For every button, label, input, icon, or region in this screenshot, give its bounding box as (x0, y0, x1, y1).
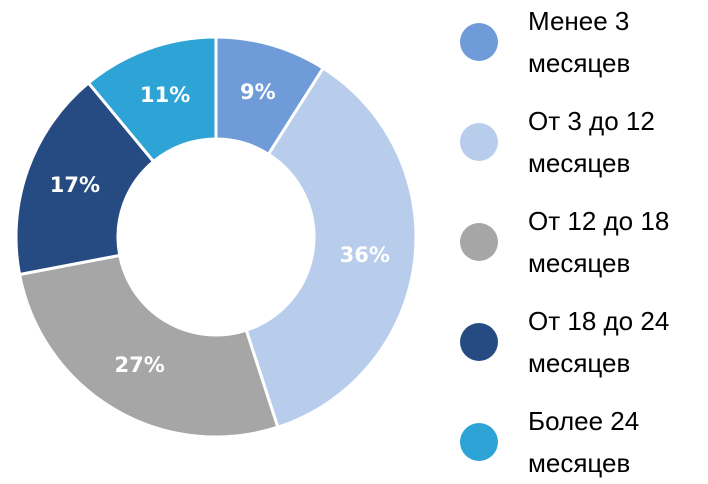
data-label: 36% (340, 243, 390, 267)
legend-item: Менее 3 месяцев (460, 0, 708, 84)
legend-item: От 3 до 12 месяцев (460, 100, 708, 184)
legend-item: Более 24 месяцев (460, 400, 708, 484)
chart: 9% 36% 27% 17% 11% (14, 35, 418, 439)
donut-slice (17, 253, 280, 439)
data-label: 27% (115, 353, 165, 377)
page: 9% 36% 27% 17% 11% Менее 3 месяцев От 3 до 12… (14, 0, 708, 478)
legend-swatch (460, 423, 498, 461)
legend-label: От 18 до 24 месяцев (528, 306, 670, 378)
legend-label: От 3 до 12 месяцев (528, 106, 655, 178)
data-label: 17% (50, 173, 100, 197)
legend-swatch (460, 223, 498, 261)
legend-swatch (460, 23, 498, 61)
legend-label: От 12 до 18 месяцев (528, 206, 670, 278)
legend-item: От 18 до 24 месяцев (460, 300, 708, 384)
data-label: 9% (240, 80, 276, 104)
donut-slice (14, 80, 156, 277)
data-label: 11% (140, 83, 190, 107)
legend-item: От 12 до 18 месяцев (460, 200, 708, 284)
legend-swatch (460, 123, 498, 161)
legend-swatch (460, 323, 498, 361)
legend-label: Более 24 месяцев (528, 406, 640, 478)
donut-slice (244, 66, 418, 430)
legend-label: Менее 3 месяцев (528, 6, 631, 78)
donut-slice (86, 35, 218, 164)
